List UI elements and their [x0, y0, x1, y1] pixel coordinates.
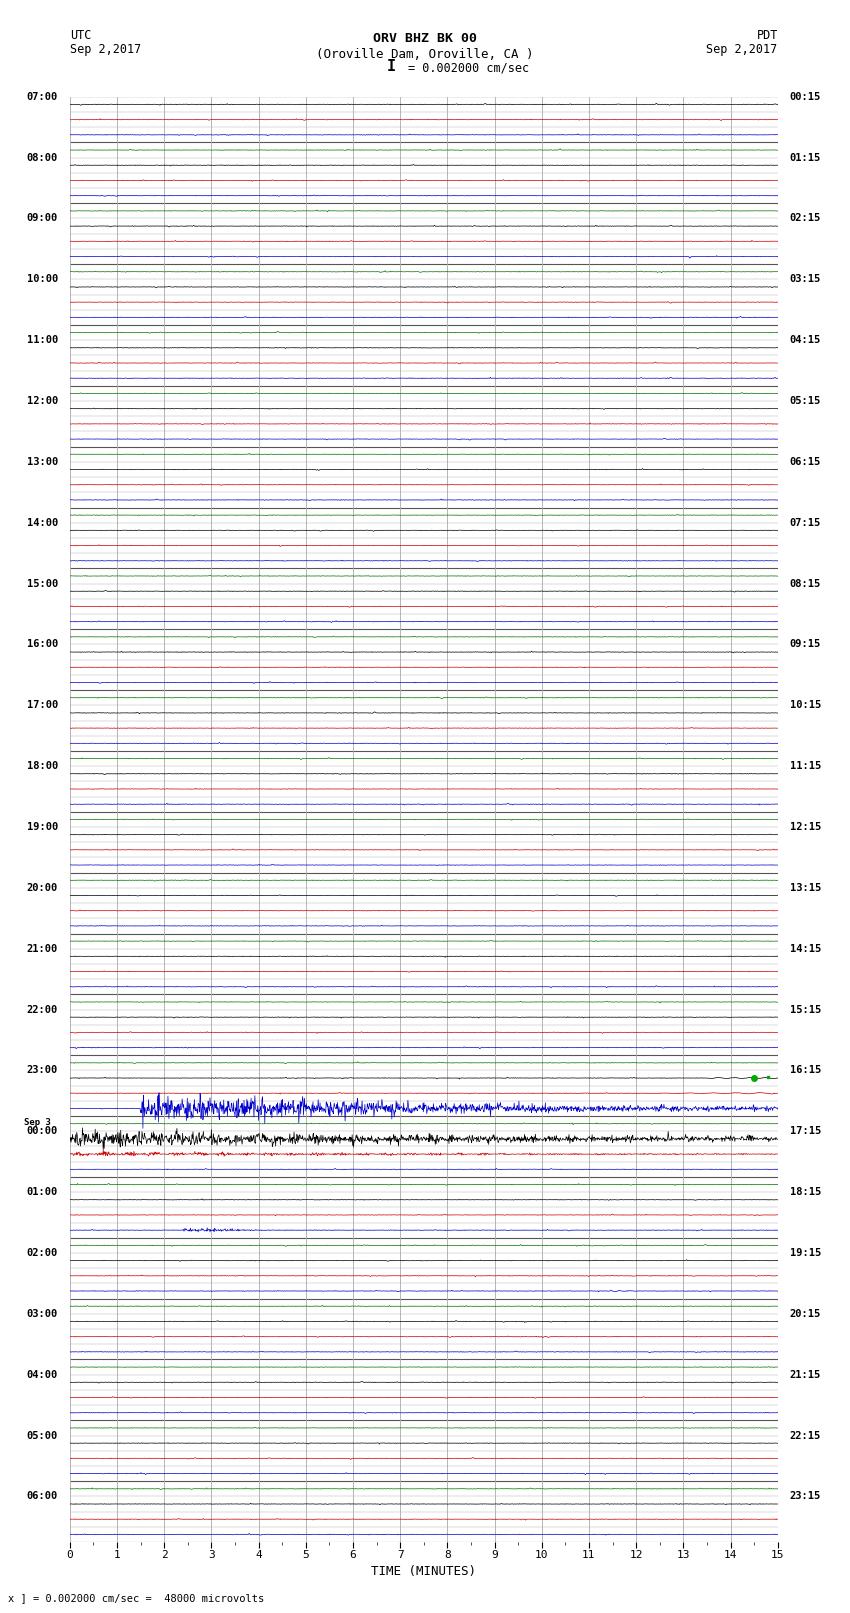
Text: 13:00: 13:00 [26, 456, 58, 466]
Text: 22:15: 22:15 [790, 1431, 821, 1440]
Text: 18:15: 18:15 [790, 1187, 821, 1197]
Text: UTC: UTC [70, 29, 91, 42]
Text: = 0.002000 cm/sec: = 0.002000 cm/sec [408, 61, 529, 74]
Text: 00:00: 00:00 [26, 1126, 58, 1136]
Text: 10:00: 10:00 [26, 274, 58, 284]
Text: 16:00: 16:00 [26, 639, 58, 650]
Text: Sep 2,2017: Sep 2,2017 [70, 42, 141, 56]
Text: 18:00: 18:00 [26, 761, 58, 771]
Text: 11:15: 11:15 [790, 761, 821, 771]
Text: 12:00: 12:00 [26, 397, 58, 406]
Text: I: I [387, 60, 395, 74]
Text: 06:15: 06:15 [790, 456, 821, 466]
Text: 02:15: 02:15 [790, 213, 821, 224]
Text: 08:00: 08:00 [26, 153, 58, 163]
Text: 01:15: 01:15 [790, 153, 821, 163]
Text: 14:00: 14:00 [26, 518, 58, 527]
Text: 09:15: 09:15 [790, 639, 821, 650]
Text: 11:00: 11:00 [26, 336, 58, 345]
Text: 17:15: 17:15 [790, 1126, 821, 1136]
Text: 23:00: 23:00 [26, 1066, 58, 1076]
Text: 02:00: 02:00 [26, 1248, 58, 1258]
Text: (Oroville Dam, Oroville, CA ): (Oroville Dam, Oroville, CA ) [316, 48, 534, 61]
Text: PDT: PDT [756, 29, 778, 42]
Text: 17:00: 17:00 [26, 700, 58, 710]
Text: 14:15: 14:15 [790, 944, 821, 953]
Text: 12:15: 12:15 [790, 823, 821, 832]
Text: 13:15: 13:15 [790, 882, 821, 894]
Text: ORV BHZ BK 00: ORV BHZ BK 00 [373, 32, 477, 45]
Text: 23:15: 23:15 [790, 1492, 821, 1502]
Text: 22:00: 22:00 [26, 1005, 58, 1015]
Text: Sep 2,2017: Sep 2,2017 [706, 42, 778, 56]
Text: 01:00: 01:00 [26, 1187, 58, 1197]
Text: 07:00: 07:00 [26, 92, 58, 102]
Text: 21:00: 21:00 [26, 944, 58, 953]
Text: 07:15: 07:15 [790, 518, 821, 527]
Text: 06:00: 06:00 [26, 1492, 58, 1502]
Text: 03:15: 03:15 [790, 274, 821, 284]
Text: 15:00: 15:00 [26, 579, 58, 589]
Text: 00:15: 00:15 [790, 92, 821, 102]
Text: 19:15: 19:15 [790, 1248, 821, 1258]
Text: 16:15: 16:15 [790, 1066, 821, 1076]
Text: Sep 3: Sep 3 [24, 1118, 51, 1126]
Text: 09:00: 09:00 [26, 213, 58, 224]
Text: 19:00: 19:00 [26, 823, 58, 832]
Text: 10:15: 10:15 [790, 700, 821, 710]
Text: 15:15: 15:15 [790, 1005, 821, 1015]
X-axis label: TIME (MINUTES): TIME (MINUTES) [371, 1565, 476, 1578]
Text: 21:15: 21:15 [790, 1369, 821, 1379]
Text: x ] = 0.002000 cm/sec =  48000 microvolts: x ] = 0.002000 cm/sec = 48000 microvolts [8, 1594, 264, 1603]
Text: 05:00: 05:00 [26, 1431, 58, 1440]
Text: 05:15: 05:15 [790, 397, 821, 406]
Text: 04:15: 04:15 [790, 336, 821, 345]
Text: 04:00: 04:00 [26, 1369, 58, 1379]
Text: 08:15: 08:15 [790, 579, 821, 589]
Text: 20:15: 20:15 [790, 1308, 821, 1319]
Text: 20:00: 20:00 [26, 882, 58, 894]
Text: 03:00: 03:00 [26, 1308, 58, 1319]
